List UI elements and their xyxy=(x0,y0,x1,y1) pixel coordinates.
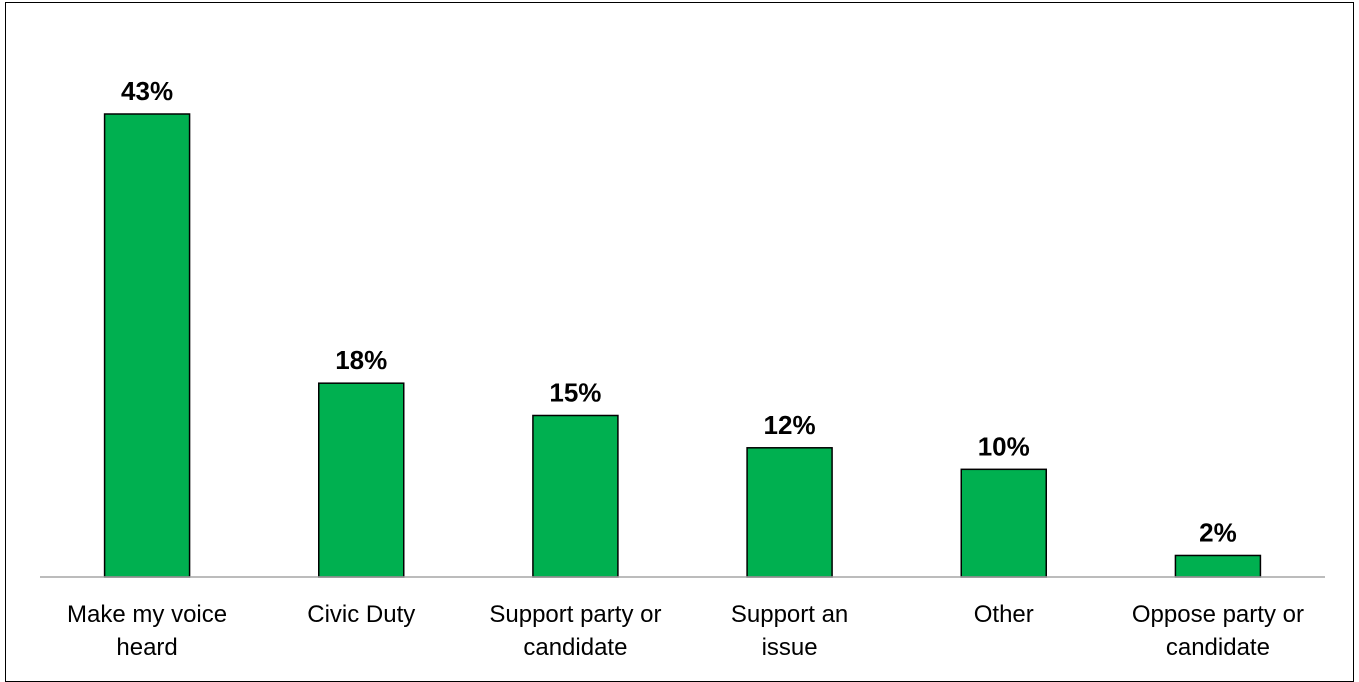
value-label-2: 15% xyxy=(549,377,601,407)
category-label-5: Oppose party or candidate xyxy=(1132,601,1304,661)
category-label-line: Other xyxy=(974,601,1034,628)
value-label-5: 2% xyxy=(1199,517,1237,547)
bar-4 xyxy=(960,468,1047,578)
category-label-2: Support party or candidate xyxy=(489,601,661,661)
bar-2 xyxy=(532,414,619,578)
chart-frame xyxy=(5,2,1354,682)
value-label-4: 10% xyxy=(978,431,1030,461)
category-label-1: Civic Duty xyxy=(307,601,415,628)
value-label-1: 18% xyxy=(335,345,387,375)
category-label-line: candidate xyxy=(1166,634,1270,661)
category-label-line: Civic Duty xyxy=(307,601,415,628)
category-label-0: Make my voice heard xyxy=(67,601,227,661)
bar-1 xyxy=(318,382,405,578)
category-labels-layer: Make my voice heard Civic Duty Support part… xyxy=(67,601,1304,661)
value-label-0: 43% xyxy=(121,76,173,106)
bar-5 xyxy=(1174,554,1262,578)
bars-layer xyxy=(103,113,1262,578)
category-label-line: Support an xyxy=(731,601,848,628)
value-label-3: 12% xyxy=(764,410,816,440)
category-label-line: heard xyxy=(116,634,177,661)
category-label-line: Make my voice xyxy=(67,601,227,628)
category-label-4: Other xyxy=(974,601,1034,628)
bar-3 xyxy=(746,447,833,578)
category-label-3: Support an issue xyxy=(731,601,848,661)
value-labels-layer: 43% 18% 15% 12% 10% 2% xyxy=(121,76,1237,547)
bar-0 xyxy=(103,113,191,578)
category-label-line: candidate xyxy=(523,634,627,661)
category-label-line: issue xyxy=(762,634,818,661)
category-label-line: Oppose party or xyxy=(1132,601,1304,628)
category-label-line: Support party or xyxy=(489,601,661,628)
